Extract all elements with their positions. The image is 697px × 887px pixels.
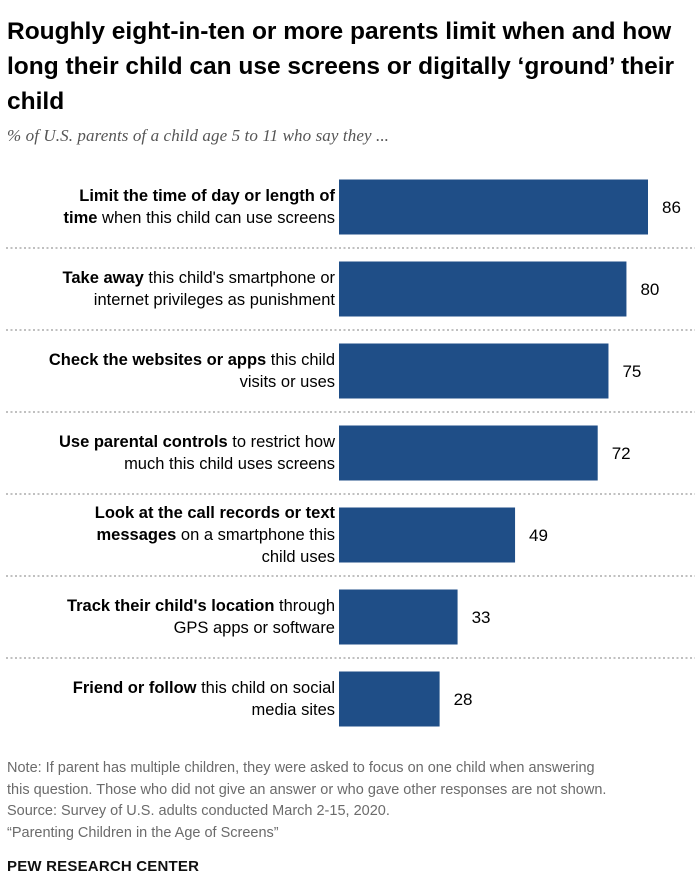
bar-chart: 86 80 75 72 49 33 28 xyxy=(6,179,695,727)
category-label-4: Use parental controls to restrict how muc… xyxy=(58,433,335,473)
bar-7 xyxy=(339,671,440,727)
value-label-5: 49 xyxy=(529,526,548,545)
category-label-1: Limit the time of day or length of time w… xyxy=(63,187,335,227)
value-label-3: 75 xyxy=(622,362,641,381)
category-label-7: Friend or follow this child on social med… xyxy=(72,679,335,719)
chart-subtitle: % of U.S. parents of a child age 5 to 11… xyxy=(7,126,390,145)
pew-logo-text: PEW RESEARCH CENTER xyxy=(7,858,200,875)
value-label-7: 28 xyxy=(454,690,473,709)
value-label-1: 86 xyxy=(662,198,681,217)
chart-notes: Note: If parent has multiple children, t… xyxy=(7,758,695,844)
category-label-3: Check the websites or apps this child vis… xyxy=(48,351,335,391)
bar-4 xyxy=(339,425,598,481)
note-line-1: Note: If parent has multiple children, t… xyxy=(7,760,595,776)
category-label-5: Look at the call records or text messages… xyxy=(94,504,335,566)
report-title: “Parenting Children in the Age of Screen… xyxy=(7,824,279,841)
value-label-4: 72 xyxy=(612,444,631,463)
category-label-6: Track their child's location through GPS … xyxy=(66,597,335,637)
value-label-2: 80 xyxy=(640,280,659,299)
chart-title: Roughly eight-in-ten or more parents lim… xyxy=(7,18,675,115)
bar-3 xyxy=(339,343,609,399)
bar-5 xyxy=(339,507,516,563)
bar-6 xyxy=(339,589,458,645)
value-label-6: 33 xyxy=(472,608,491,627)
bar-2 xyxy=(339,261,627,317)
category-label-2: Take away this child's smartphone or inte… xyxy=(62,269,336,309)
note-line-2: this question. Those who did not give an… xyxy=(7,781,607,798)
source-line: Source: Survey of U.S. adults conducted … xyxy=(7,803,390,819)
bar-1 xyxy=(339,179,648,235)
